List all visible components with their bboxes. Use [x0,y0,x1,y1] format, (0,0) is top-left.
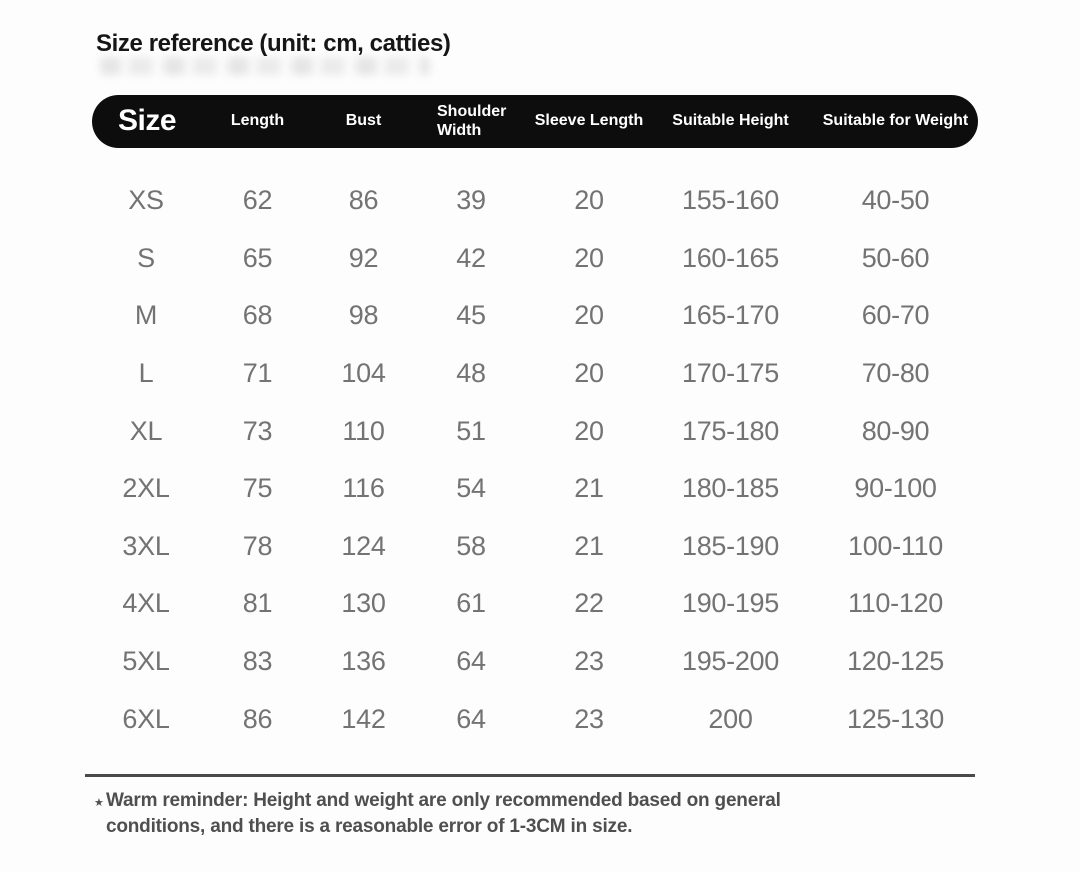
table-cell: 185-190 [682,530,779,561]
table-header-row: Size Length Bust Shoulder Width Sleeve L… [92,95,978,148]
table-cell: 20 [574,242,604,273]
footer-divider [85,774,975,777]
table-cell: 90-100 [854,473,937,504]
table-cell: 160-165 [682,242,779,273]
table-cell: 190-195 [682,588,779,619]
table-cell: 54 [456,473,486,504]
table-cell: 130 [341,588,386,619]
table-cell: 45 [456,300,486,331]
table-cell: 73 [242,415,273,446]
table-row: 6XL 86 142 64 23 200 125-130 [92,690,978,748]
table-row: XS 62 86 39 20 155-160 40-50 [92,172,978,230]
table-row: 3XL 78 124 58 21 185-190 100-110 [92,518,978,576]
table-row: 5XL 83 136 64 23 195-200 120-125 [92,633,978,691]
table-cell: 51 [456,415,486,446]
column-header-bust: Bust [345,112,382,130]
table-cell: 70-80 [861,358,930,389]
size-label: L [138,358,154,389]
table-cell: 104 [341,358,386,389]
table-cell: 42 [456,242,486,273]
column-header-shoulder-width: Shoulder Width [437,103,507,139]
table-row: XL 73 110 51 20 175-180 80-90 [92,402,978,460]
table-cell: 78 [242,530,273,561]
column-header-suitable-for-weight: Suitable for Weight [822,112,969,130]
table-cell: 98 [348,300,379,331]
size-label: M [134,300,158,331]
table-cell: 165-170 [682,300,779,331]
size-table-body: XS 62 86 39 20 155-160 40-50 S 65 92 42 20 160-165 50… [92,172,978,748]
table-cell: 81 [242,588,273,619]
size-label: 6XL [122,703,170,734]
table-row: M 68 98 45 20 165-170 60-70 [92,287,978,345]
table-cell: 75 [242,473,273,504]
table-cell: 80-90 [861,415,930,446]
table-cell: 175-180 [682,415,779,446]
table-cell: 180-185 [682,473,779,504]
table-cell: 39 [456,185,486,216]
size-label: 2XL [122,473,170,504]
table-cell: 142 [341,703,386,734]
table-row: L 71 104 48 20 170-175 70-80 [92,345,978,403]
size-label: 3XL [122,530,170,561]
table-cell: 86 [242,703,273,734]
table-cell: 22 [574,588,604,619]
table-row: S 65 92 42 20 160-165 50-60 [92,230,978,288]
size-label: XS [128,185,164,216]
table-cell: 92 [348,242,379,273]
table-cell: 83 [242,646,273,677]
table-cell: 100-110 [848,530,943,561]
table-cell: 21 [574,473,604,504]
size-label: 5XL [122,646,170,677]
table-cell: 20 [574,415,604,446]
table-cell: 20 [574,185,604,216]
table-cell: 20 [574,358,604,389]
warm-reminder-note: ★ Warm reminder: Height and weight are o… [94,788,826,839]
column-header-suitable-height: Suitable Height [672,112,789,130]
table-cell: 64 [456,703,486,734]
table-row: 2XL 75 116 54 21 180-185 90-100 [92,460,978,518]
table-cell: 200 [708,703,753,734]
table-cell: 120-125 [847,646,944,677]
table-cell: 20 [574,300,604,331]
table-row: 4XL 81 130 61 22 190-195 110-120 [92,575,978,633]
ghost-artifact [100,57,430,75]
table-cell: 155-160 [682,185,779,216]
column-header-size: Size [118,104,177,138]
size-label: 4XL [122,588,170,619]
table-cell: 71 [242,358,273,389]
asterisk-star-icon: ★ [94,797,104,809]
table-cell: 60-70 [861,300,930,331]
table-cell: 68 [242,300,273,331]
table-cell: 21 [574,530,604,561]
table-cell: 48 [456,358,486,389]
table-cell: 136 [341,646,386,677]
column-header-length: Length [230,112,285,130]
table-cell: 110 [342,415,385,446]
table-cell: 124 [341,530,386,561]
table-cell: 40-50 [861,185,930,216]
table-cell: 170-175 [682,358,779,389]
size-label: XL [129,415,163,446]
table-cell: 110-120 [848,588,943,619]
table-cell: 23 [574,703,604,734]
table-cell: 50-60 [861,242,930,273]
table-cell: 58 [456,530,486,561]
column-header-sleeve-length: Sleeve Length [534,112,644,130]
size-table: Size Length Bust Shoulder Width Sleeve L… [92,95,978,734]
table-cell: 65 [242,242,273,273]
table-cell: 116 [342,473,385,504]
table-cell: 64 [456,646,486,677]
size-label: S [137,242,155,273]
table-cell: 23 [574,646,604,677]
table-cell: 86 [348,185,379,216]
warm-reminder-text: Warm reminder: Height and weight are onl… [106,790,781,837]
table-cell: 125-130 [847,703,944,734]
table-cell: 61 [456,588,486,619]
table-cell: 195-200 [682,646,779,677]
page-title: Size reference (unit: cm, catties) [96,30,451,57]
table-cell: 62 [242,185,273,216]
